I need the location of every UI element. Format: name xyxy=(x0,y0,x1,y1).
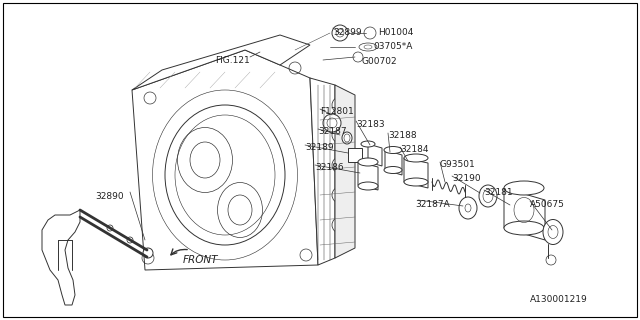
Ellipse shape xyxy=(459,197,477,219)
Ellipse shape xyxy=(384,147,402,154)
Ellipse shape xyxy=(358,158,378,166)
Circle shape xyxy=(332,187,348,203)
Text: FRONT: FRONT xyxy=(183,255,218,265)
Ellipse shape xyxy=(543,220,563,244)
Text: G00702: G00702 xyxy=(362,57,397,66)
Polygon shape xyxy=(132,35,310,90)
Polygon shape xyxy=(504,188,545,240)
Text: F12801: F12801 xyxy=(320,107,354,116)
Polygon shape xyxy=(310,78,335,265)
Ellipse shape xyxy=(384,166,402,173)
Ellipse shape xyxy=(361,159,375,165)
Circle shape xyxy=(332,217,348,233)
Text: 32890: 32890 xyxy=(95,192,124,201)
Text: 32186: 32186 xyxy=(315,163,344,172)
Polygon shape xyxy=(385,150,402,175)
Polygon shape xyxy=(132,50,318,270)
FancyBboxPatch shape xyxy=(348,148,362,162)
Ellipse shape xyxy=(504,221,544,235)
Text: G93501: G93501 xyxy=(440,160,476,169)
Circle shape xyxy=(332,25,348,41)
Ellipse shape xyxy=(479,185,497,207)
Polygon shape xyxy=(335,85,355,258)
Text: 32190: 32190 xyxy=(452,174,481,183)
Ellipse shape xyxy=(342,132,352,144)
Text: 32184: 32184 xyxy=(400,145,429,154)
Circle shape xyxy=(143,248,153,258)
Polygon shape xyxy=(368,144,382,166)
Polygon shape xyxy=(404,158,428,188)
Text: 32188: 32188 xyxy=(388,131,417,140)
Text: 32187A: 32187A xyxy=(415,200,450,209)
Text: 32189: 32189 xyxy=(305,143,333,152)
Circle shape xyxy=(332,97,348,113)
Ellipse shape xyxy=(404,154,428,162)
Polygon shape xyxy=(42,210,80,305)
Text: 32187: 32187 xyxy=(318,127,347,136)
Ellipse shape xyxy=(361,141,375,147)
Text: 03705*A: 03705*A xyxy=(373,42,412,51)
Polygon shape xyxy=(358,162,378,190)
Text: 32183: 32183 xyxy=(356,120,385,129)
Ellipse shape xyxy=(358,182,378,190)
Text: A130001219: A130001219 xyxy=(530,295,588,304)
Ellipse shape xyxy=(404,178,428,186)
Circle shape xyxy=(332,127,348,143)
Text: FIG.121: FIG.121 xyxy=(215,56,250,65)
Circle shape xyxy=(332,157,348,173)
Circle shape xyxy=(323,114,341,132)
Text: 32899: 32899 xyxy=(333,28,362,37)
Ellipse shape xyxy=(504,181,544,195)
Ellipse shape xyxy=(165,105,285,245)
Text: H01004: H01004 xyxy=(378,28,413,37)
Text: 32181: 32181 xyxy=(484,188,513,197)
Text: A50675: A50675 xyxy=(530,200,565,209)
